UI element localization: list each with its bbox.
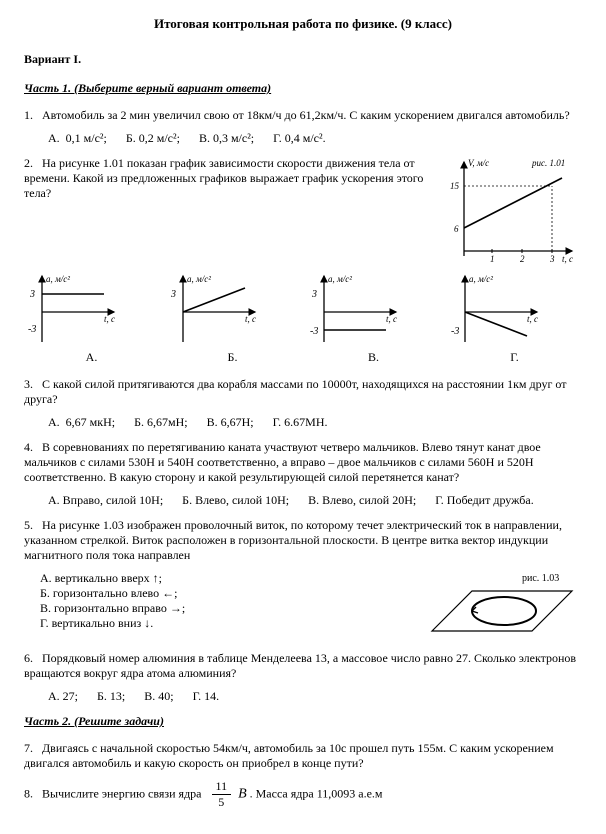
q5-opt-a: А. вертикально вверх ↑; [40,571,402,586]
q4-opt-c: В. Влево, силой 20Н; [308,493,416,507]
svg-text:3: 3 [29,289,35,300]
q2-text: 2. На рисунке 1.01 показан график зависи… [24,156,436,201]
q2-main-graph: 1 2 3 15 6 V, м/с t, с рис. 1.01 [442,156,582,266]
svg-text:V, м/с: V, м/с [468,158,489,168]
q6-opt-d: Г. 14. [193,689,220,703]
q3-opt-b: Б. 6,67мН; [134,415,187,429]
q2-label-b: Б. [165,350,300,365]
q4-options: А. Вправо, силой 10Н; Б. Влево, силой 10… [48,493,582,508]
q5-figure: рис. 1.03 [412,571,582,651]
q4-opt-a: А. Вправо, силой 10Н; [48,493,163,507]
q3-text: 3. С какой силой притягиваются два кораб… [24,377,582,407]
svg-text:a, м/с²: a, м/с² [328,274,352,284]
variant-label: Вариант I. [24,52,582,67]
svg-text:-3: -3 [28,324,36,335]
svg-text:t, с: t, с [245,314,256,324]
q2-graph-b: a, м/с² t, с 3 [165,272,261,348]
q1-opt-d: Г. 0,4 м/с². [273,131,325,145]
q8-pre: 8. Вычислите энергию связи ядра [24,786,205,800]
q3-opt-d: Г. 6.67МН. [273,415,328,429]
q5-opt-b: Б. горизонтально влево ←; [40,586,402,601]
svg-text:6: 6 [454,224,459,234]
q8-post: . Масса ядра 11,0093 а.е.м [250,786,383,800]
svg-text:a, м/с²: a, м/с² [469,274,493,284]
q6-opt-a: А. 27; [48,689,78,703]
svg-text:a, м/с²: a, м/с² [187,274,211,284]
part2-heading: Часть 2. (Решите задачи) [24,714,582,729]
q6-opt-b: Б. 13; [97,689,125,703]
q8-symbol: B [238,786,247,801]
q3-opt-c: В. 6,67Н; [207,415,254,429]
q2-graph-d: a, м/с² t, с -3 [447,272,543,348]
q4-opt-d: Г. Победит дружба. [435,493,534,507]
q6-opt-c: В. 40; [144,689,173,703]
q6-options: А. 27; Б. 13; В. 40; Г. 14. [48,689,582,704]
svg-text:1: 1 [490,254,495,264]
q2-graph-a: a, м/с² t, с 3 -3 [24,272,120,348]
q3-opt-a: А. 6,67 мкН; [48,415,115,429]
q2-label-a: А. [24,350,159,365]
q8-frac-bot: 5 [212,795,232,810]
q5-text: 5. На рисунке 1.03 изображен проволочный… [24,518,582,563]
svg-text:15: 15 [450,181,460,191]
svg-text:рис. 1.01: рис. 1.01 [531,158,565,168]
q6-text: 6. Порядковый номер алюминия в таблице М… [24,651,582,681]
q2-graph-c: a, м/с² t, с 3 -3 [306,272,402,348]
part1-heading: Часть 1. (Выберите верный вариант ответа… [24,81,582,96]
svg-text:3: 3 [170,289,176,300]
q4-text: 4. В соревнованиях по перетягиванию кана… [24,440,582,485]
svg-text:a, м/с²: a, м/с² [46,274,70,284]
svg-text:-3: -3 [310,326,318,337]
q1-opt-a: А. 0,1 м/с²; [48,131,107,145]
page-title: Итоговая контрольная работа по физике. (… [24,16,582,32]
svg-text:рис. 1.03: рис. 1.03 [522,573,559,584]
q1-options: А. 0,1 м/с²; Б. 0,2 м/с²; В. 0,3 м/с²; Г… [48,131,582,146]
q5-opt-d: Г. вертикально вниз ↓. [40,616,402,631]
svg-text:-3: -3 [451,326,459,337]
q2-option-graphs: a, м/с² t, с 3 -3 А. a, м/с² t, с 3 Б. a… [24,272,582,365]
svg-text:t, с: t, с [104,314,115,324]
q2-label-d: Г. [447,350,582,365]
svg-text:t, с: t, с [562,254,573,264]
q7-text: 7. Двигаясь с начальной скоростью 54км/ч… [24,741,582,771]
q1-text: 1. Автомобиль за 2 мин увеличил свою от … [24,108,582,123]
svg-text:t, с: t, с [527,314,538,324]
q2-label-c: В. [306,350,441,365]
q4-opt-b: Б. Влево, силой 10Н; [182,493,289,507]
q1-opt-c: В. 0,3 м/с²; [199,131,254,145]
q1-opt-b: Б. 0,2 м/с²; [126,131,180,145]
q8-frac-top: 11 [212,779,232,795]
svg-text:t, с: t, с [386,314,397,324]
q5-opt-c: В. горизонтально вправо →; [40,601,402,616]
q8-text: 8. Вычислите энергию связи ядра 11 5 B .… [24,779,582,810]
q8-fraction: 11 5 [212,779,232,810]
svg-text:3: 3 [549,254,555,264]
q3-options: А. 6,67 мкН; Б. 6,67мН; В. 6,67Н; Г. 6.6… [48,415,582,430]
svg-text:2: 2 [520,254,525,264]
svg-text:3: 3 [311,289,317,300]
